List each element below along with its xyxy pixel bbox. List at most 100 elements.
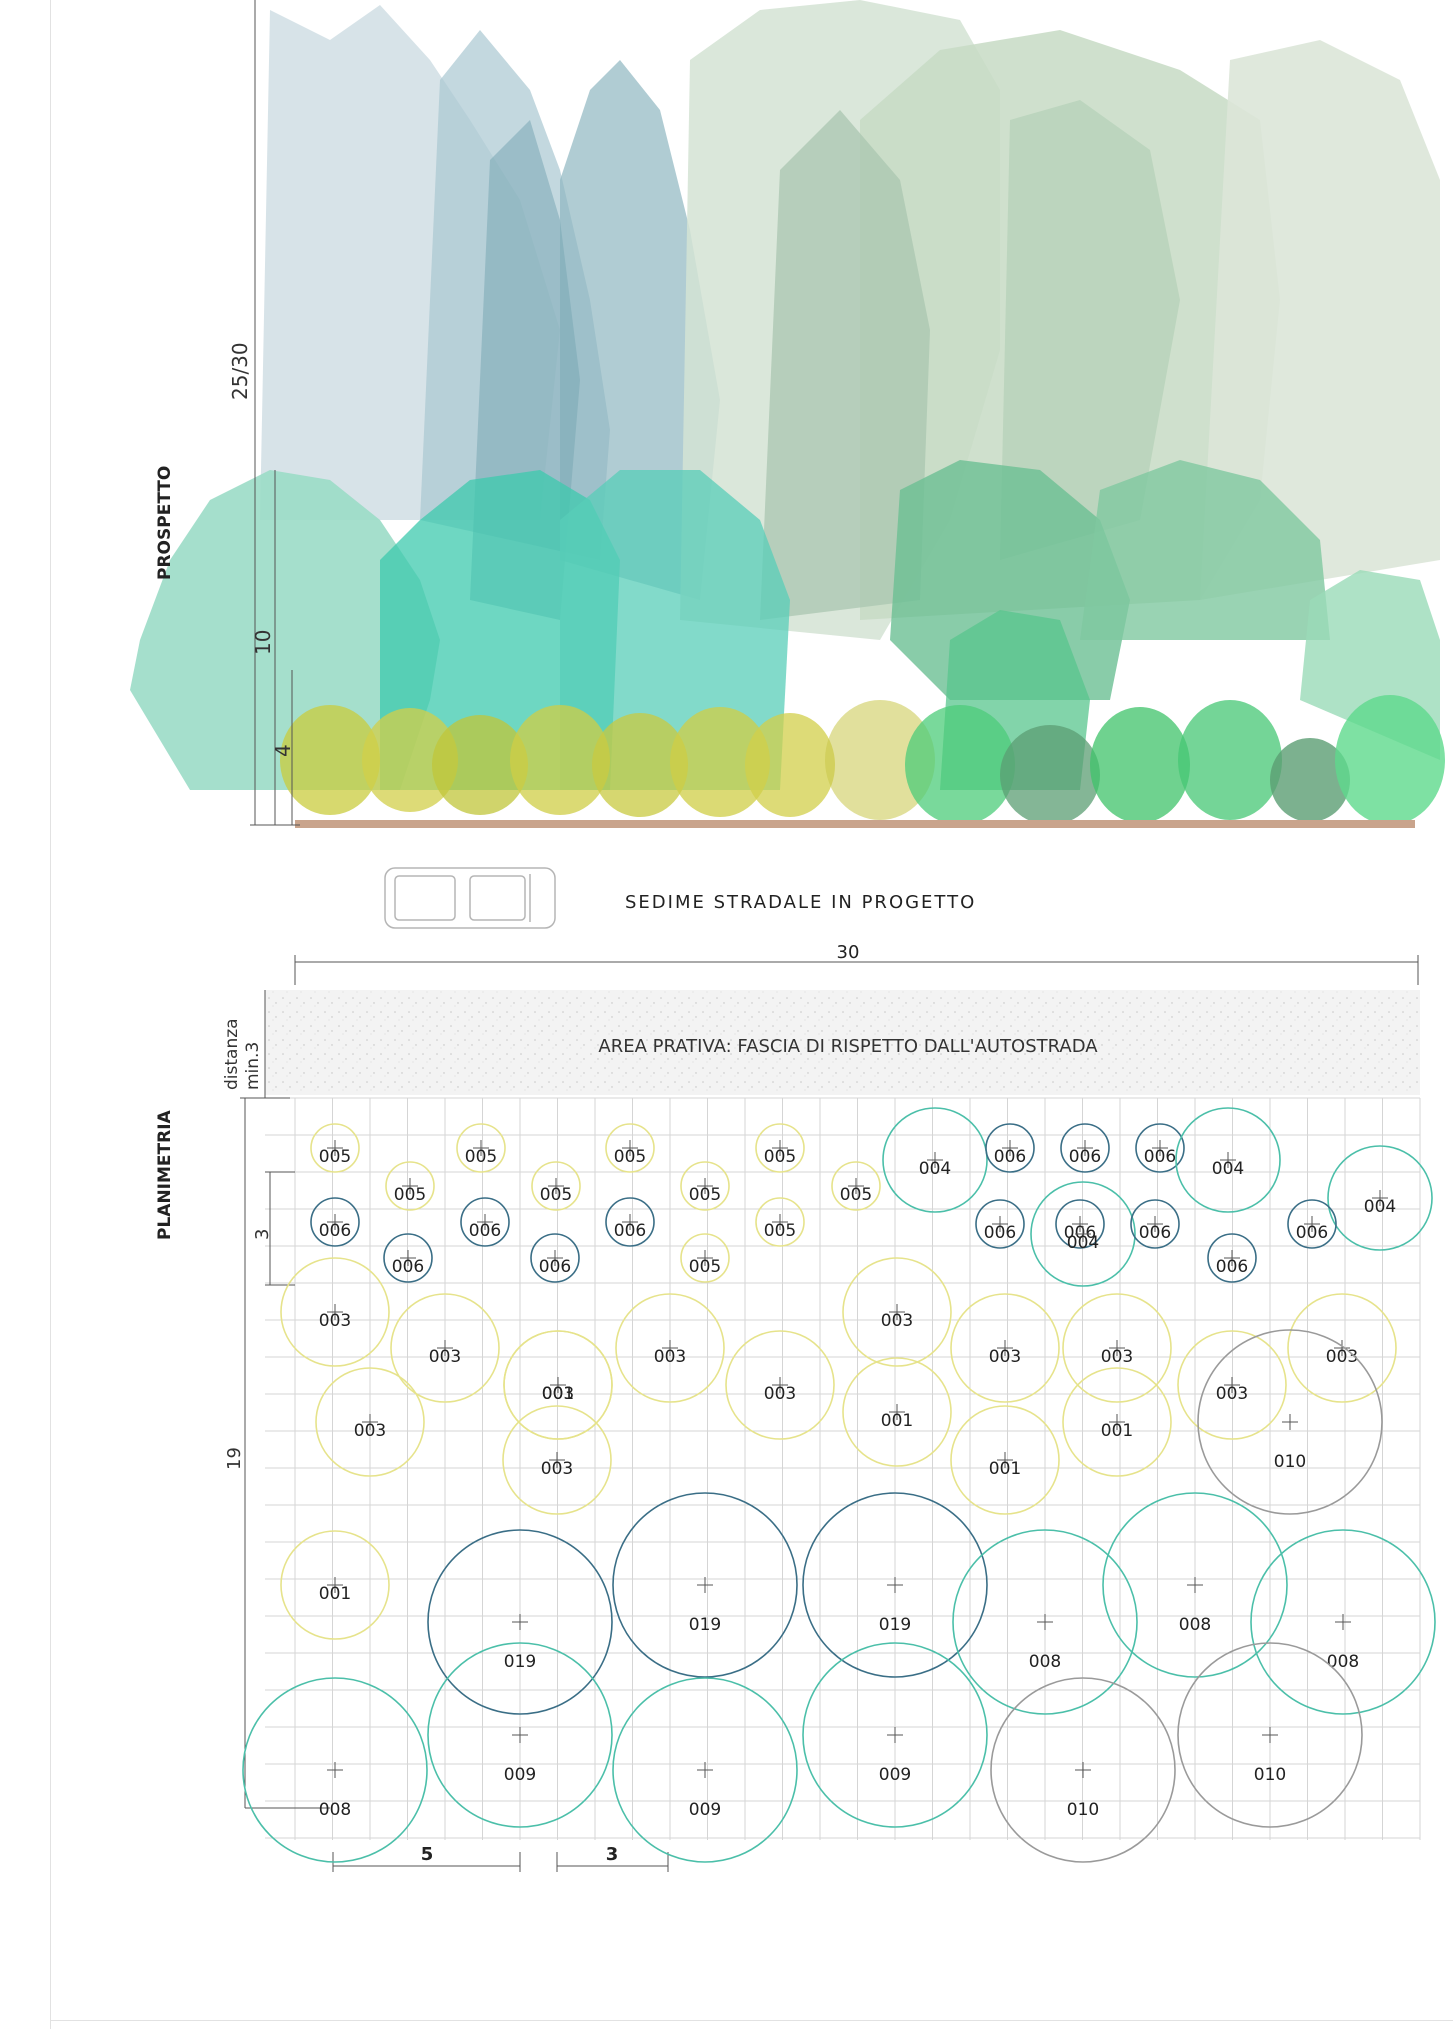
road-band: SEDIME STRADALE IN PROGETTO	[384, 867, 974, 929]
sheet-border-left	[50, 0, 51, 2029]
planting-center-mark	[1002, 1140, 1018, 1156]
planting-center-mark	[697, 1250, 713, 1266]
planting-circle	[1030, 1181, 1136, 1287]
planting-010: 010	[990, 1677, 1176, 1863]
setback-value: min.3	[243, 1042, 263, 1090]
section-label-elevation: PROSPETTO	[155, 466, 175, 580]
planting-code-label: 009	[689, 1800, 721, 1820]
planting-code-label: 005	[764, 1221, 796, 1241]
planting-circle	[1287, 1199, 1337, 1249]
planting-code-label: 008	[1179, 1615, 1211, 1635]
planting-code-label: 006	[1216, 1257, 1248, 1277]
planting-circle	[310, 1197, 360, 1247]
planting-center-mark	[889, 1404, 905, 1420]
planting-code-label: 004	[1212, 1159, 1244, 1179]
planting-code-label: 006	[984, 1223, 1016, 1243]
planting-code-label: 003	[989, 1347, 1021, 1367]
planting-006: 006	[310, 1197, 360, 1247]
planting-006: 006	[1207, 1233, 1257, 1283]
planting-center-mark	[1152, 1140, 1168, 1156]
planting-center-mark	[1282, 1414, 1298, 1430]
planting-circle	[615, 1293, 725, 1403]
planting-code-label: 006	[1069, 1147, 1101, 1167]
planting-code-label: 019	[879, 1615, 911, 1635]
planting-code-label: 006	[994, 1147, 1026, 1167]
planting-center-mark	[327, 1140, 343, 1156]
planting-code-label: 003	[881, 1311, 913, 1331]
planting-019: 019	[612, 1492, 798, 1678]
planting-code-label: 004	[1067, 1233, 1099, 1253]
planting-004: 004	[1327, 1145, 1433, 1251]
planting-009: 009	[612, 1677, 798, 1863]
ground-line	[295, 820, 1415, 828]
planting-circle	[1327, 1145, 1433, 1251]
depth-dimension	[240, 1097, 330, 1809]
planting-code-label: 019	[504, 1652, 536, 1672]
planting-center-mark	[1334, 1340, 1350, 1356]
planting-center-mark	[1304, 1216, 1320, 1232]
planting-circle	[1207, 1233, 1257, 1283]
planting-code-label: 006	[392, 1257, 424, 1277]
planting-circle	[1177, 1642, 1363, 1828]
planting-003: 003	[315, 1367, 425, 1477]
planting-center-mark	[697, 1178, 713, 1194]
planting-001: 001	[950, 1405, 1060, 1515]
planting-center-mark	[697, 1577, 713, 1593]
planting-006: 006	[1130, 1199, 1180, 1249]
planting-code-label: 001	[989, 1459, 1021, 1479]
planting-003: 003	[950, 1293, 1060, 1403]
planting-center-mark	[697, 1762, 713, 1778]
planting-center-mark	[1037, 1614, 1053, 1630]
planting-center-mark	[437, 1340, 453, 1356]
planting-center-mark	[400, 1250, 416, 1266]
planting-circle	[1062, 1367, 1172, 1477]
planting-003: 003	[280, 1257, 390, 1367]
planting-circle	[531, 1161, 581, 1211]
planting-003: 003	[725, 1330, 835, 1440]
planting-circle	[802, 1492, 988, 1678]
height-label-total: 25/30	[228, 342, 252, 400]
planting-code-label: 003	[1216, 1384, 1248, 1404]
depth-label: 19	[224, 1447, 245, 1470]
planting-center-mark	[327, 1304, 343, 1320]
planting-008: 008	[1102, 1492, 1288, 1678]
planting-code-label: 003	[354, 1421, 386, 1441]
planting-center-mark	[772, 1214, 788, 1230]
planting-center-mark	[848, 1178, 864, 1194]
planting-circle	[755, 1123, 805, 1173]
planting-circle	[680, 1233, 730, 1283]
planting-003: 003	[842, 1257, 952, 1367]
planting-019: 019	[427, 1529, 613, 1715]
planting-circle	[605, 1123, 655, 1173]
sheet-border-bottom	[50, 2020, 1453, 2021]
planting-circle	[985, 1123, 1035, 1173]
planting-circle	[1250, 1529, 1436, 1715]
height-label-medium: 10	[251, 630, 275, 655]
planting-center-mark	[1147, 1216, 1163, 1232]
elevation-view: 25/30 10 4 PROSPETTO	[130, 0, 1445, 828]
planting-center-mark	[927, 1152, 943, 1168]
planting-circle	[952, 1529, 1138, 1715]
planting-005: 005	[385, 1161, 435, 1211]
width-dimension	[294, 955, 1419, 985]
planting-009: 009	[427, 1642, 613, 1828]
planting-code-label: 010	[1254, 1765, 1286, 1785]
planting-circle	[612, 1677, 798, 1863]
planting-006: 006	[530, 1233, 580, 1283]
planting-code-label: 003	[764, 1384, 796, 1404]
tall-trees-right	[680, 0, 1440, 640]
planting-center-mark	[477, 1214, 493, 1230]
planting-010: 010	[1197, 1329, 1383, 1515]
planting-center-mark	[997, 1452, 1013, 1468]
planting-code-label: 005	[394, 1185, 426, 1205]
planting-circle	[1102, 1492, 1288, 1678]
planting-circle	[990, 1677, 1176, 1863]
planting-code-label: 010	[1067, 1800, 1099, 1820]
planting-center-mark	[772, 1140, 788, 1156]
planting-code-label: 003	[429, 1347, 461, 1367]
planting-circle	[950, 1293, 1060, 1403]
spacing-dimensions	[332, 1852, 669, 1872]
planting-005: 005	[831, 1161, 881, 1211]
spacing-label-5: 5	[421, 1844, 434, 1865]
